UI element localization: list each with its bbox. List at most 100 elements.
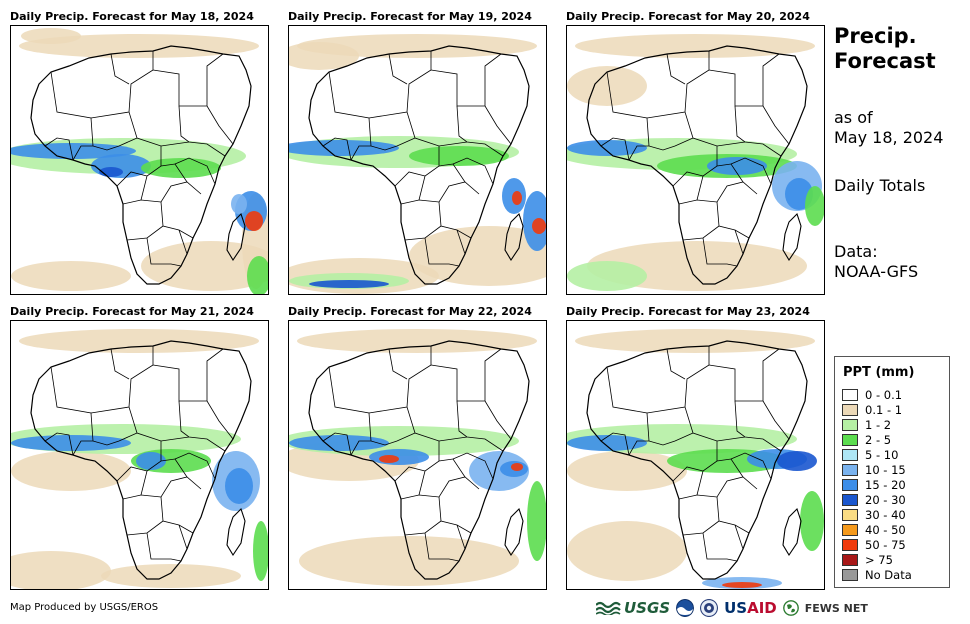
legend-swatch: [842, 508, 858, 521]
legend-label: 10 - 15: [865, 462, 906, 477]
product-title: Precip. Forecast: [834, 24, 936, 74]
legend-swatch: [842, 388, 858, 401]
country-border: [50, 71, 94, 147]
country-border: [672, 466, 704, 482]
legend-swatch: [842, 493, 858, 506]
precip-field: [567, 34, 824, 291]
legend-label: 1 - 2: [865, 417, 892, 432]
totals-label: Daily Totals: [834, 176, 926, 195]
country-border: [388, 348, 408, 380]
country-border: [600, 432, 630, 456]
panel-title: Daily Precip. Forecast for May 20, 2024: [566, 10, 810, 23]
country-border: [322, 137, 352, 161]
precip-blob: [247, 256, 268, 294]
country-border: [484, 105, 512, 145]
as-of-label: as of: [834, 108, 873, 127]
precip-map-graphic: [567, 34, 824, 291]
precip-blob: [11, 551, 111, 589]
country-border: [628, 432, 694, 456]
legend-swatch: [842, 418, 858, 431]
country-border: [730, 157, 772, 185]
country-border: [456, 229, 466, 255]
country-border: [682, 225, 720, 241]
precip-blob: [141, 241, 268, 291]
country-border: [116, 171, 148, 187]
product-title-line: Forecast: [834, 49, 936, 73]
country-border: [424, 237, 460, 267]
legend-swatch: [842, 538, 858, 551]
legend-swatch: [842, 523, 858, 536]
country-border: [160, 201, 194, 239]
country-border: [406, 111, 468, 147]
precip-blob: [289, 140, 399, 156]
country-border: [684, 406, 746, 442]
legend-label: 2 - 5: [865, 432, 892, 447]
country-border: [734, 229, 744, 255]
country-border: [178, 105, 226, 157]
state-seal-icon: [700, 599, 719, 617]
panel-title: Daily Precip. Forecast for May 19, 2024: [288, 10, 532, 23]
country-border: [430, 348, 502, 402]
country-border: [606, 71, 650, 147]
country-border: [126, 225, 164, 241]
legend-label: 0 - 0.1: [865, 387, 903, 402]
forecast-map: [288, 25, 547, 295]
country-border: [646, 51, 710, 119]
africa-coastline: [308, 45, 530, 285]
country-border: [456, 400, 504, 452]
country-border: [628, 137, 694, 161]
country-border: [122, 476, 202, 500]
legend-swatch: [842, 568, 858, 581]
precip-blob: [512, 191, 522, 205]
madagascar-outline: [504, 212, 524, 262]
precip-blob: [777, 451, 817, 471]
fews-net-logo: FEWS NET: [804, 601, 868, 615]
country-border: [682, 520, 720, 536]
precip-field: [289, 34, 546, 294]
country-border: [44, 137, 74, 161]
precip-blob: [299, 536, 519, 586]
forecast-map: [566, 25, 825, 295]
precip-field: [567, 329, 824, 589]
legend-item: 40 - 50: [842, 522, 906, 537]
precip-map-graphic: [289, 34, 546, 294]
precip-blob: [19, 34, 259, 58]
africa-coastline: [30, 340, 252, 580]
precip-map-graphic: [11, 28, 268, 294]
precip-blob: [297, 329, 537, 353]
precip-field: [11, 329, 268, 589]
forecast-map: [288, 320, 547, 590]
country-border: [606, 366, 650, 442]
legend-label: 15 - 20: [865, 477, 906, 492]
legend-item: 20 - 30: [842, 492, 906, 507]
country-border: [400, 476, 480, 500]
country-border: [110, 53, 130, 85]
data-source: Data: NOAA-GFS: [834, 242, 918, 282]
precip-blob: [527, 481, 546, 561]
map-credit: Map Produced by USGS/EROS: [10, 602, 159, 613]
precip-blob: [567, 66, 647, 106]
country-border: [322, 432, 352, 456]
country-border: [424, 532, 460, 562]
precip-blob: [253, 521, 268, 581]
country-border: [90, 346, 154, 414]
madagascar-outline: [226, 507, 246, 557]
precip-blob: [231, 194, 247, 214]
country-border: [110, 348, 130, 380]
country-border: [178, 524, 188, 550]
precip-blob: [511, 463, 523, 471]
madagascar-outline: [226, 212, 246, 262]
country-border: [388, 53, 408, 85]
country-border: [666, 348, 686, 380]
legend-item: 0 - 0.1: [842, 387, 902, 402]
country-border: [734, 105, 782, 157]
data-source-value: NOAA-GFS: [834, 262, 919, 281]
country-border: [328, 71, 372, 147]
legend-label: 30 - 40: [865, 507, 906, 522]
legend-label: 20 - 30: [865, 492, 906, 507]
country-border: [72, 432, 138, 456]
country-border: [206, 400, 234, 440]
precip-blob: [289, 42, 359, 70]
usgs-logo-text: USGS: [624, 599, 671, 617]
